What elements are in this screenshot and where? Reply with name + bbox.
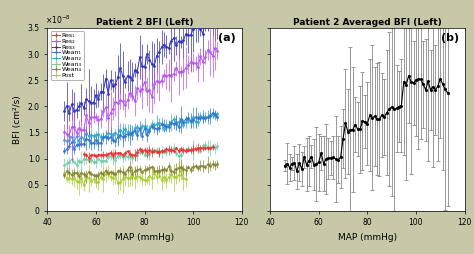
Legend: Res₁, Res₂, Res₃, Wean₁, Wean₂, Wean₃, Wean₄, Post: Res₁, Res₂, Res₃, Wean₁, Wean₂, Wean₃, W…: [51, 31, 83, 80]
Y-axis label: BFI (cm²/s): BFI (cm²/s): [13, 95, 22, 144]
Text: (b): (b): [440, 34, 459, 43]
Text: (a): (a): [218, 34, 236, 43]
X-axis label: MAP (mmHg): MAP (mmHg): [115, 233, 174, 242]
X-axis label: MAP (mmHg): MAP (mmHg): [338, 233, 397, 242]
Title: Patient 2 Averaged BFI (Left): Patient 2 Averaged BFI (Left): [293, 18, 442, 27]
Text: $\times 10^{-8}$: $\times 10^{-8}$: [46, 14, 71, 26]
Title: Patient 2 BFI (Left): Patient 2 BFI (Left): [96, 18, 193, 27]
